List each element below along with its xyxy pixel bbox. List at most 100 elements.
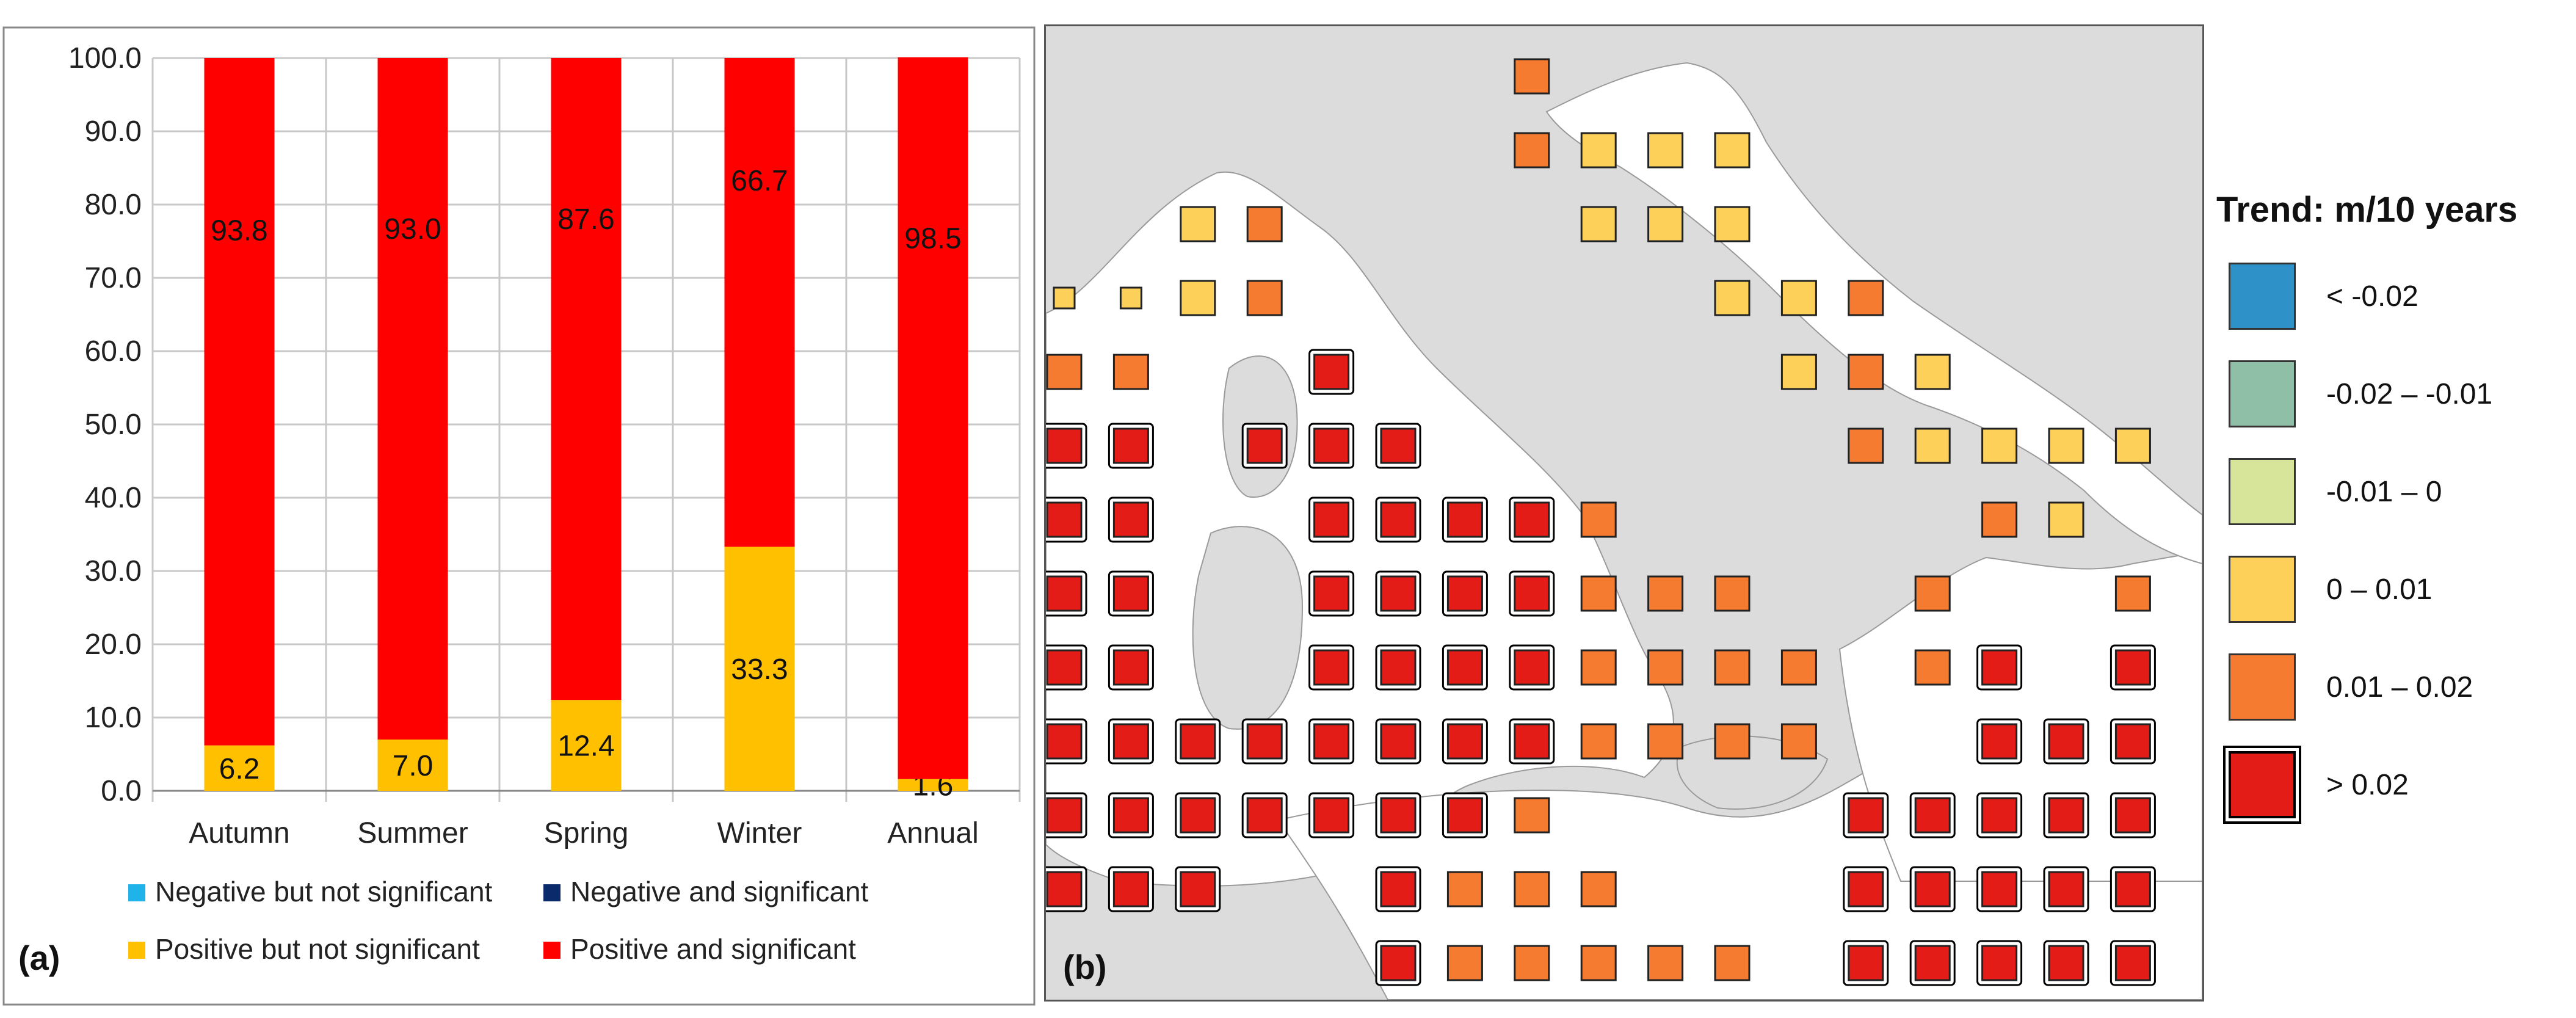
bar-segment	[204, 58, 275, 746]
trend-cell	[1313, 797, 1350, 834]
bar-segment	[377, 58, 448, 740]
trend-cell	[1112, 575, 1149, 612]
trend-cell	[2114, 427, 2151, 464]
trend-cell	[1580, 649, 1617, 686]
legend-row: > 0.02	[2229, 751, 2571, 824]
trend-cell	[1313, 575, 1350, 612]
legend-row: -0.02 – -0.01	[2229, 360, 2571, 434]
trend-cell	[1848, 945, 1884, 981]
data-label: 6.2	[219, 753, 260, 785]
trend-cell	[1780, 723, 1817, 760]
trend-cell	[1446, 649, 1483, 686]
trend-cell	[1914, 797, 1951, 834]
trend-cell	[1848, 871, 1884, 907]
legend-swatch	[2229, 751, 2296, 818]
bar-segment	[724, 58, 795, 547]
trend-cell	[1514, 649, 1550, 686]
trend-cell	[1053, 286, 1076, 310]
trend-cell	[1981, 945, 2018, 981]
panel-b-trend-map: (b)	[1044, 24, 2204, 1002]
trend-cell	[1313, 649, 1350, 686]
trend-cell	[1914, 354, 1951, 390]
trend-cell	[1514, 132, 1550, 169]
trend-cell	[1580, 206, 1617, 242]
panel-a-label: (a)	[18, 939, 60, 977]
trend-cell	[1914, 427, 1951, 464]
trend-cell	[1313, 501, 1350, 538]
x-tick-label: Winter	[717, 817, 802, 849]
trend-cell	[1246, 427, 1283, 464]
trend-cell	[1380, 797, 1417, 834]
data-label: 33.3	[731, 653, 788, 686]
bar-segment	[898, 779, 968, 791]
bar-segment	[898, 57, 968, 779]
trend-cell	[1180, 206, 1216, 242]
trend-cell	[1848, 354, 1884, 390]
legend-swatch	[2229, 263, 2296, 330]
trend-cell	[1112, 649, 1149, 686]
trend-cell	[1981, 723, 2018, 760]
trend-cell	[1714, 206, 1751, 242]
legend-label: > 0.02	[2326, 769, 2409, 801]
legend-row: 0 – 0.01	[2229, 556, 2571, 629]
bar-segment	[377, 740, 448, 791]
trend-cell	[1046, 354, 1083, 390]
trend-cell	[2114, 797, 2151, 834]
trend-cell	[1647, 575, 1684, 612]
trend-cell	[1380, 575, 1417, 612]
trend-cell	[1580, 871, 1617, 907]
trend-cell	[1046, 797, 1083, 834]
trend-cell	[1046, 427, 1083, 464]
y-tick-label: 50.0	[85, 409, 142, 441]
trend-cell	[2048, 427, 2084, 464]
panel-b-label: (b)	[1063, 948, 1107, 986]
trend-cell	[2048, 723, 2084, 760]
y-tick-label: 30.0	[85, 555, 142, 587]
trend-cell	[1647, 723, 1684, 760]
trend-cell	[1647, 649, 1684, 686]
legend-swatch	[2229, 458, 2296, 525]
panel-a-frame	[2, 26, 1036, 1006]
y-tick-label: 100.0	[68, 42, 142, 75]
trend-cell	[1112, 797, 1149, 834]
legend-row: < -0.02	[2229, 263, 2571, 336]
trend-cell	[1380, 945, 1417, 981]
x-tick-label: Spring	[544, 817, 629, 849]
data-label: 12.4	[557, 730, 614, 763]
trend-cell	[1246, 206, 1283, 242]
legend-label: -0.02 – -0.01	[2326, 378, 2493, 410]
trend-cell	[1580, 945, 1617, 981]
trend-cell	[1446, 871, 1483, 907]
trend-cell	[1313, 427, 1350, 464]
trend-cell	[2048, 797, 2084, 834]
legend-label: Negative but not significant	[155, 876, 493, 907]
legend-label: -0.01 – 0	[2326, 476, 2442, 508]
y-tick-label: 10.0	[85, 702, 142, 734]
bar-segment	[724, 547, 795, 791]
trend-cell	[1514, 723, 1550, 760]
y-tick-label: 20.0	[85, 628, 142, 661]
bar-segment	[204, 745, 275, 791]
legend-label: Negative and significant	[570, 876, 869, 907]
legend-swatch	[2229, 556, 2296, 623]
trend-cell	[1848, 797, 1884, 834]
trend-cell	[1714, 280, 1751, 316]
trend-cell	[1914, 871, 1951, 907]
trend-cell	[2114, 649, 2151, 686]
legend-label: Positive but not significant	[155, 933, 480, 965]
trend-cell	[1046, 723, 1083, 760]
trend-cell	[1180, 280, 1216, 316]
trend-cell	[1380, 649, 1417, 686]
trend-cell	[1046, 871, 1083, 907]
bar-segment	[551, 58, 622, 700]
trend-cell	[1714, 132, 1751, 169]
trend-cell	[1981, 427, 2018, 464]
trend-cell	[1981, 797, 2018, 834]
bar-segment	[551, 700, 622, 791]
legend-title: Trend: m/10 years	[2216, 190, 2518, 230]
trend-cell	[1981, 649, 2018, 686]
trend-cell	[1647, 206, 1684, 242]
data-label: 93.0	[384, 213, 441, 245]
trend-cell	[1246, 797, 1283, 834]
trend-cell	[1514, 945, 1550, 981]
